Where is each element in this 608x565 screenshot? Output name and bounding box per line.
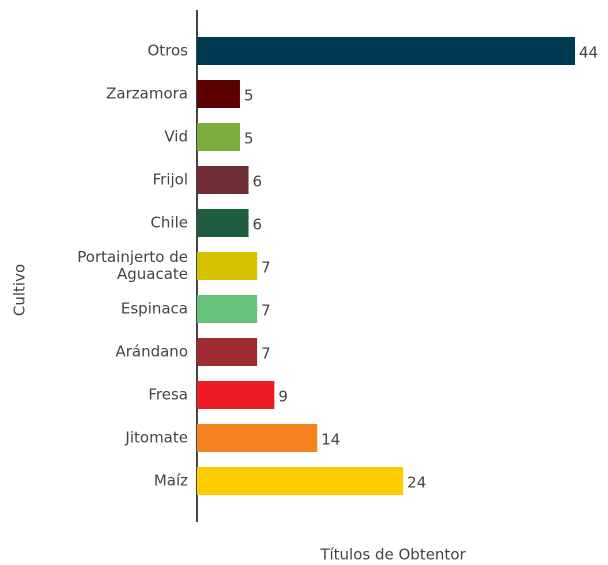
value-label: 7 <box>261 259 271 277</box>
y-axis-title: Cultivo <box>11 264 29 316</box>
category-label: Maíz <box>153 471 188 490</box>
value-label: 5 <box>244 130 254 148</box>
x-axis-title: Títulos de Obtentor <box>319 546 466 564</box>
value-label: 5 <box>244 87 254 105</box>
bar <box>197 295 258 323</box>
bar <box>197 80 240 108</box>
value-label: 44 <box>579 44 598 62</box>
bar <box>197 467 404 495</box>
category-label: Frijol <box>152 170 188 189</box>
bar <box>197 123 240 151</box>
category-label: Zarzamora <box>106 84 188 103</box>
value-label: 7 <box>261 302 271 320</box>
category-label: Espinaca <box>120 299 188 318</box>
value-label: 6 <box>253 216 263 234</box>
value-label: 14 <box>321 431 340 449</box>
bar <box>197 424 318 452</box>
bar <box>197 166 249 194</box>
bar <box>197 37 575 65</box>
value-label: 24 <box>407 474 426 492</box>
bar <box>197 381 275 409</box>
value-label: 9 <box>278 388 288 406</box>
category-label: Otros <box>147 41 188 60</box>
category-label: Vid <box>164 127 188 146</box>
bar <box>197 252 258 280</box>
value-label: 6 <box>253 173 263 191</box>
bar <box>197 338 258 366</box>
category-label: Chile <box>150 213 188 232</box>
category-label: Jitomate <box>125 428 188 447</box>
value-label: 7 <box>261 345 271 363</box>
bar <box>197 209 249 237</box>
category-label: Fresa <box>148 385 188 404</box>
category-label: Arándano <box>115 342 188 361</box>
category-label: Portainjerto de Aguacate <box>77 248 188 283</box>
